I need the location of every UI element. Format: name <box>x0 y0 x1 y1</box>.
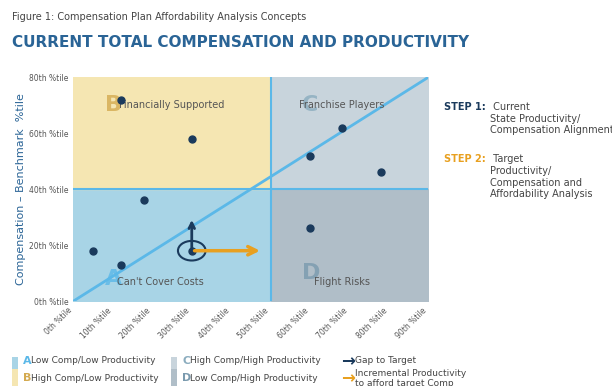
Text: →: → <box>341 352 356 370</box>
Text: Franchise Players: Franchise Players <box>299 100 384 110</box>
Text: Can't Cover Costs: Can't Cover Costs <box>117 277 204 287</box>
Text: Target
Productivity/
Compensation and
Affordability Analysis: Target Productivity/ Compensation and Af… <box>490 154 592 199</box>
Text: Financially Supported: Financially Supported <box>119 100 225 110</box>
Text: Low Comp/High Productivity: Low Comp/High Productivity <box>190 374 318 383</box>
Text: D: D <box>302 263 321 283</box>
Y-axis label: Compensation – Benchmark  %tile: Compensation – Benchmark %tile <box>17 93 26 285</box>
Text: C: C <box>302 95 319 115</box>
Text: STEP 1:: STEP 1: <box>444 102 485 112</box>
Text: Low Comp/Low Productivity: Low Comp/Low Productivity <box>31 356 155 366</box>
Text: Figure 1: Compensation Plan Affordability Analysis Concepts: Figure 1: Compensation Plan Affordabilit… <box>12 12 307 22</box>
Text: CURRENT TOTAL COMPENSATION AND PRODUCTIVITY: CURRENT TOTAL COMPENSATION AND PRODUCTIV… <box>12 35 469 50</box>
Text: B: B <box>105 95 122 115</box>
Text: Current
State Productivity/
Compensation Alignment: Current State Productivity/ Compensation… <box>490 102 612 135</box>
Text: D: D <box>182 373 192 383</box>
Text: Gap to Target: Gap to Target <box>355 356 416 366</box>
Text: →: → <box>341 369 356 386</box>
Text: STEP 2:: STEP 2: <box>444 154 485 164</box>
Text: Flight Risks: Flight Risks <box>313 277 370 287</box>
Text: A: A <box>105 269 122 289</box>
Text: High Comp/High Productivity: High Comp/High Productivity <box>190 356 321 366</box>
Text: A: A <box>23 356 32 366</box>
Text: High Comp/Low Productivity: High Comp/Low Productivity <box>31 374 159 383</box>
Text: B: B <box>23 373 32 383</box>
Text: Incremental Productivity
to afford target Comp: Incremental Productivity to afford targe… <box>355 369 466 386</box>
Text: C: C <box>182 356 190 366</box>
